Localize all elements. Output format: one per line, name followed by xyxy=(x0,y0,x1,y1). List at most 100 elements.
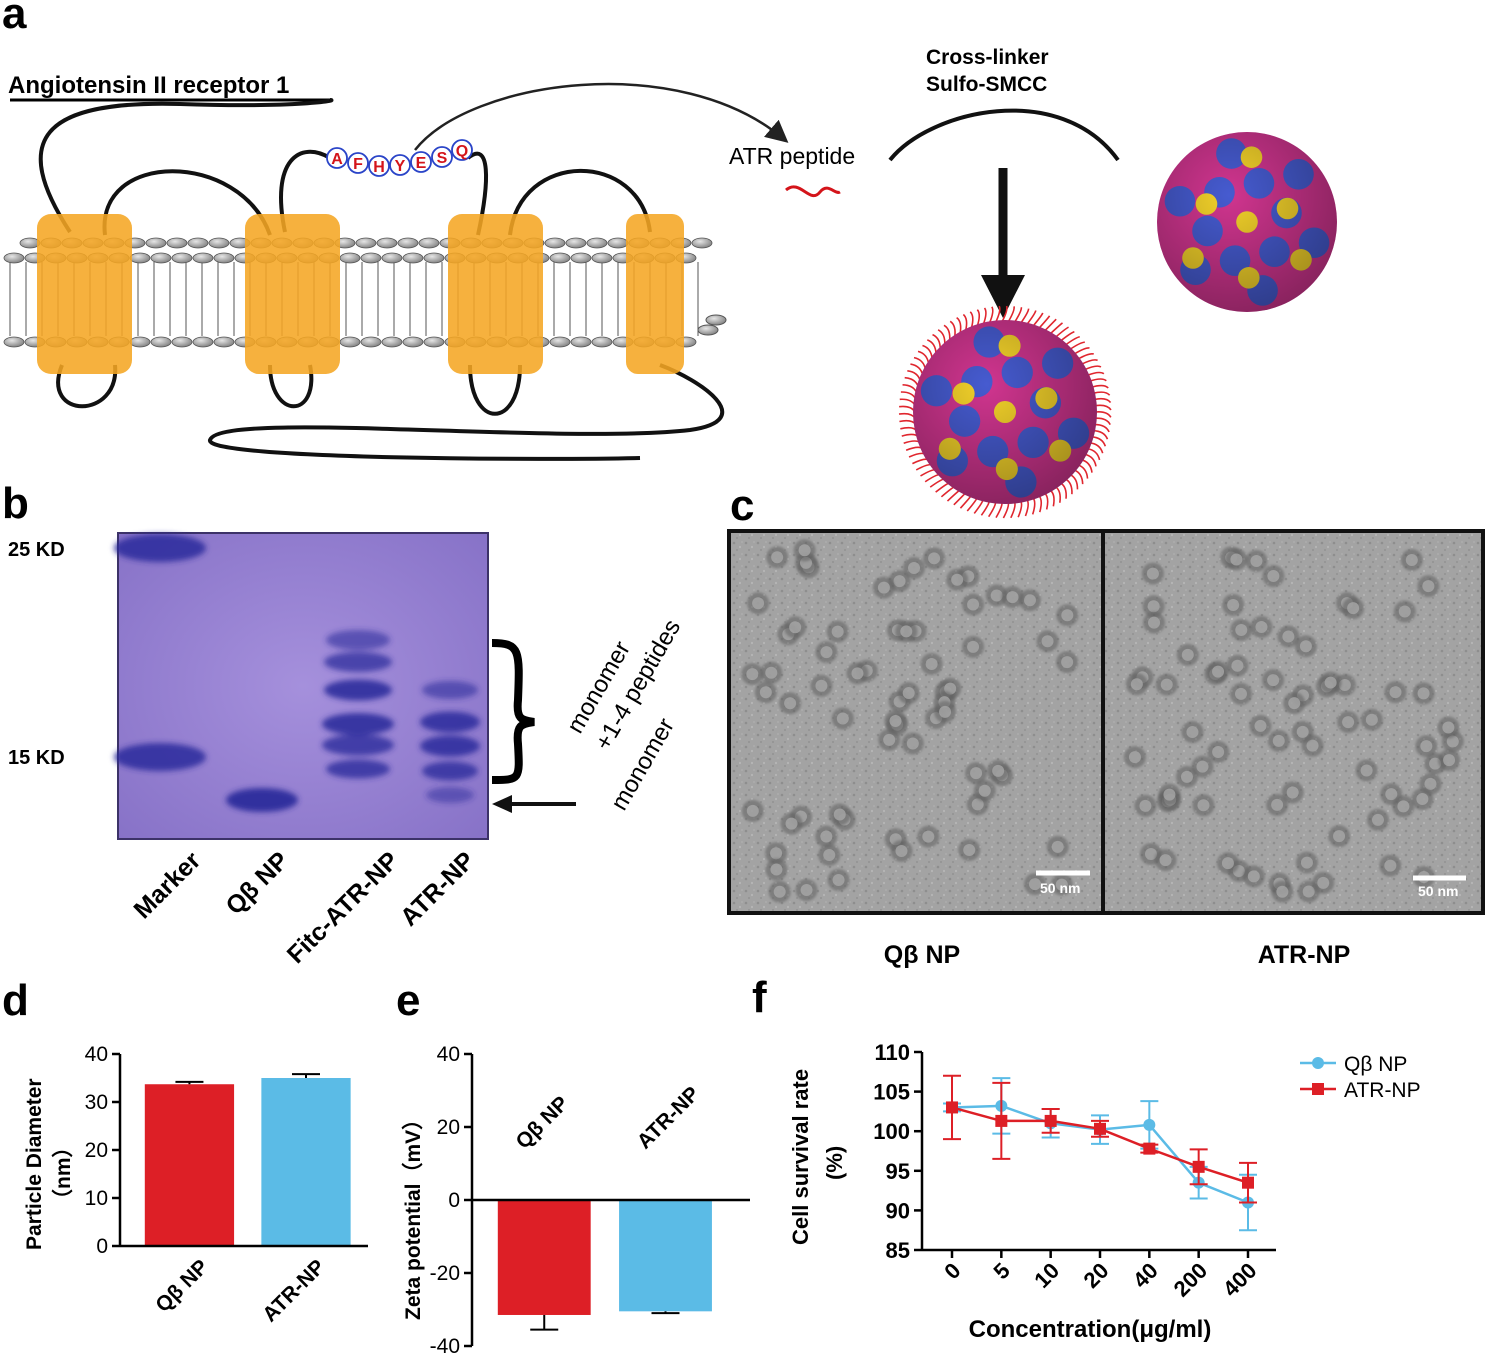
chart-f: f Cell survival rate (%) Concentration(μ… xyxy=(752,973,1421,1343)
panel-label-f: f xyxy=(752,973,767,1022)
surface-peptide xyxy=(1069,341,1085,351)
tem-particle-core xyxy=(967,640,980,653)
peptide-residue: S xyxy=(437,150,448,167)
chart-f-ylabel-line2: (%) xyxy=(822,1146,847,1180)
lipid-head xyxy=(565,237,587,249)
surface-peptide xyxy=(907,370,922,382)
tem-particle-core xyxy=(1055,878,1068,891)
tem-particle-core xyxy=(1180,770,1193,783)
tem-particle-core xyxy=(820,646,833,659)
surface-peptide xyxy=(1010,501,1016,519)
tem-particle-core xyxy=(889,715,902,728)
surface-peptide xyxy=(1073,469,1084,485)
lipid-head xyxy=(213,336,235,348)
data-point xyxy=(1143,1142,1156,1155)
data-point xyxy=(1094,1122,1106,1135)
surface-peptide xyxy=(922,344,933,360)
data-point xyxy=(1242,1176,1254,1189)
chart-f-ylabel-line1: Cell survival rate xyxy=(788,1069,813,1245)
lipid-head xyxy=(381,336,403,348)
tem-particle-core xyxy=(1130,678,1143,691)
legend-marker xyxy=(1312,1057,1324,1069)
tem-particle-core xyxy=(1317,876,1330,889)
gel-band xyxy=(426,787,474,803)
lipid-head xyxy=(355,237,377,249)
tem-particle-core xyxy=(1267,674,1280,687)
tem-particle-core xyxy=(1255,621,1268,634)
chart-d-ylabel-line2: （nm） xyxy=(51,1137,75,1211)
tem-particle-core xyxy=(1288,697,1301,710)
tem-particle-core xyxy=(1254,719,1267,732)
tem-particle-core xyxy=(1160,678,1173,691)
lipid-head xyxy=(339,336,361,348)
lipid-head xyxy=(192,252,214,264)
bar xyxy=(619,1200,712,1312)
surface-peptide xyxy=(899,419,917,426)
lipid-head xyxy=(402,336,424,348)
tem-particle-core xyxy=(1023,594,1036,607)
surface-peptide xyxy=(1064,336,1080,346)
x-tick-label: 5 xyxy=(989,1258,1015,1284)
surface-peptide xyxy=(1054,485,1061,503)
legend-label: ATR-NP xyxy=(1344,1079,1421,1102)
x-tick-label: 200 xyxy=(1169,1258,1213,1302)
tem-particle-core xyxy=(798,544,811,557)
monomer-arrowhead xyxy=(492,795,512,813)
chart-d: d Particle Diameter （nm） 0 10 20 30 40 Qβ NP A… xyxy=(2,976,368,1327)
surface-peptide xyxy=(995,501,1003,519)
tem-particle-core xyxy=(1212,665,1225,678)
tem-particle-core xyxy=(1417,687,1430,700)
lipid-head xyxy=(591,252,613,264)
lipid-head xyxy=(360,336,382,348)
surface-peptide xyxy=(1089,441,1104,454)
lipid-head xyxy=(3,336,25,348)
tem-frame xyxy=(727,529,1485,915)
tem-particle-core xyxy=(771,551,784,564)
bar xyxy=(144,1084,235,1246)
data-point xyxy=(1044,1114,1057,1127)
surface-peptide xyxy=(1091,384,1109,389)
peptide-residue: Y xyxy=(395,158,406,175)
surface-peptide xyxy=(900,391,917,400)
gel-band xyxy=(422,761,478,781)
lipid-head xyxy=(187,237,209,249)
tem-particle-core xyxy=(1443,754,1456,767)
peptide-residue: F xyxy=(353,156,363,173)
peptide-bead xyxy=(451,139,473,161)
tem-particle-core xyxy=(1272,734,1285,747)
surface-peptide xyxy=(1089,378,1107,382)
tem-particle-core xyxy=(1148,616,1161,629)
surface-peptide xyxy=(1049,489,1055,507)
lipid-head xyxy=(376,237,398,249)
tem-particle-core xyxy=(1231,659,1244,672)
surface-peptide xyxy=(1092,391,1111,396)
peptide-bead xyxy=(368,155,390,177)
tem-particle-core xyxy=(1389,686,1402,699)
surface-peptide xyxy=(926,339,937,355)
tem-particles xyxy=(741,539,1464,903)
tem-particle-core xyxy=(1230,553,1243,566)
x-tick-label: 20 xyxy=(1079,1258,1114,1293)
tem-particle-core xyxy=(759,686,772,699)
tem-particle-core xyxy=(978,784,991,797)
peptide-squiggle xyxy=(785,185,841,197)
lipid-head xyxy=(691,237,713,249)
tem-particle-core xyxy=(1271,798,1284,811)
chart-d-ylabel-line1: Particle Diameter xyxy=(23,1078,46,1250)
tem-particle-core xyxy=(939,705,952,718)
gel-band xyxy=(226,788,298,812)
tem-particle-core xyxy=(1333,830,1346,843)
lipid-head xyxy=(339,252,361,264)
lipid-head xyxy=(570,252,592,264)
gel-band xyxy=(322,734,394,756)
data-point xyxy=(1143,1118,1156,1131)
surface-peptide xyxy=(1019,308,1030,324)
panel-c: c 50 nm 50 nm Qβ NP ATR-NP xyxy=(727,481,1485,969)
lipid-head xyxy=(397,237,419,249)
crosslinker-arc xyxy=(888,108,1120,162)
peptide-bead xyxy=(347,152,369,174)
surface-peptide xyxy=(1054,326,1069,338)
